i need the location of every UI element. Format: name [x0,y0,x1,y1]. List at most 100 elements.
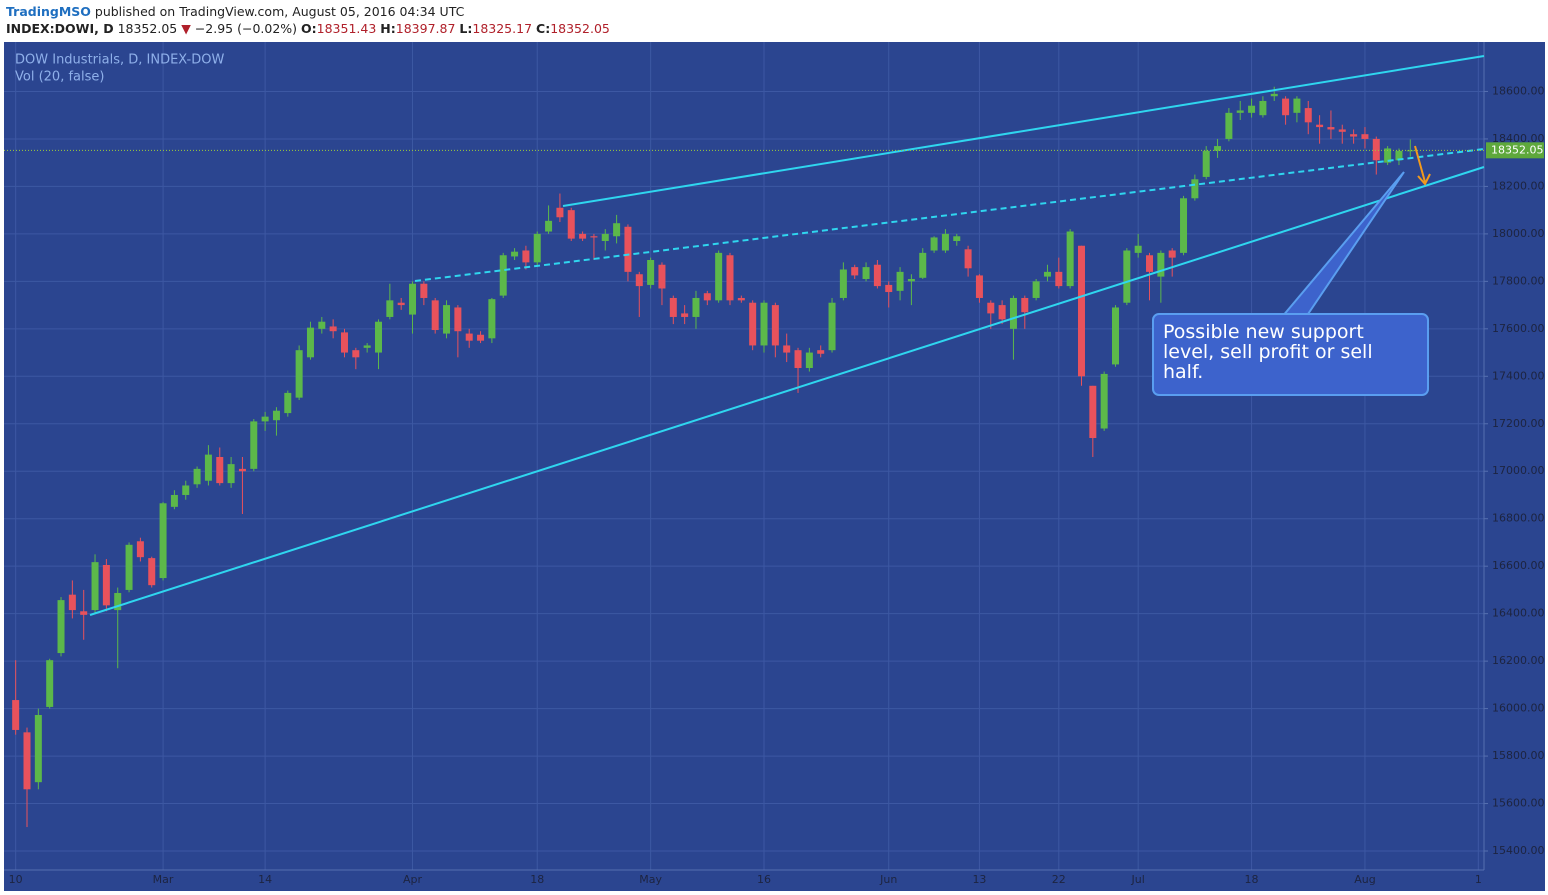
candle-body [261,416,269,422]
candle-body [57,600,65,654]
y-tick-label: 17200.00 [1492,417,1545,430]
candle-body [907,278,915,282]
candle-body [465,333,473,341]
header: TradingMSO published on TradingView.com,… [6,3,610,37]
symbol: INDEX:DOWI, D [6,21,114,36]
candle-body [227,464,235,484]
y-tick-label: 18000.00 [1492,227,1545,240]
y-tick-label: 17600.00 [1492,322,1545,335]
candle-body [12,700,20,730]
y-tick-label: 18400.00 [1492,132,1545,145]
arrow-head [1417,173,1431,186]
indicator-label: Vol (20, false) [15,70,104,85]
last-price-tag [1486,142,1544,159]
candle-body [1282,98,1290,116]
candle-body [737,297,745,301]
candle-body [930,237,938,251]
candle-body [1134,245,1142,253]
candle-body [1055,271,1063,287]
candle-body [1293,98,1301,113]
candle-body [477,334,485,341]
x-tick-label: 10 [9,873,23,886]
candle-body [46,660,54,707]
x-tick-label: 18 [1245,873,1259,886]
candle-body [1214,146,1222,151]
h-value: 18397.87 [395,21,456,36]
y-tick-label: 16000.00 [1492,702,1545,715]
x-tick-label: Apr [403,873,423,886]
candle-body [1248,105,1256,113]
y-tick-label: 18600.00 [1492,84,1545,97]
c-label: C: [536,21,551,36]
annotation: Possible new support level, sell profit … [1163,321,1373,383]
candle-body [329,326,337,332]
chart-frame [4,42,1545,891]
candle-body [1077,245,1085,377]
y-tick-label: 15600.00 [1492,797,1545,810]
candle-body [590,236,598,238]
c-value: 18352.05 [550,21,610,36]
candle-body [499,255,507,296]
l-value: 18325.17 [472,21,533,36]
candle-body [669,297,677,317]
candle-body [1316,124,1324,128]
h-label: H: [380,21,396,36]
candle-body [216,457,224,484]
candle-body [703,293,711,301]
candle-body [601,233,609,242]
candle-body [749,302,757,346]
candle-body [68,594,76,611]
candle-body [941,233,949,251]
candle-body [658,264,666,289]
y-tick-label: 15400.00 [1492,844,1545,857]
candle-body [545,220,553,232]
change: −2.95 (−0.02%) [194,21,298,36]
x-tick-label: Jun [879,873,897,886]
callout [1152,171,1429,396]
candle-body [1168,250,1176,258]
candle-body [125,544,133,590]
x-tick-label: 14 [258,873,272,886]
candle-body [375,321,382,353]
candle-body [114,593,122,611]
candle-body [1032,281,1040,298]
candle-body [851,267,859,276]
candle-body [556,207,564,218]
y-tick-label: 16400.00 [1492,607,1545,620]
last-price-label: 18352.05 [1491,143,1544,156]
axes: 15400.00 15600.00 15800.00 16000.00 16200.00… [4,84,1545,886]
candle-body [80,611,88,615]
candle-body [397,302,405,306]
candle-body [953,236,961,242]
candle-body [522,250,530,263]
candle-body [1384,148,1392,163]
candle-body [148,558,156,586]
candle-body [170,494,178,507]
candle-body [1350,134,1358,137]
x-tick-label: 18 [530,873,544,886]
candle-body [613,223,621,237]
arrow: ▼ [181,21,191,36]
candle-body [919,252,927,278]
chart-title: DOW Industrials, D, INDEX-DOW [15,53,224,68]
candle-body [352,350,360,358]
candle-body [306,327,314,358]
candle-body [1180,198,1188,253]
y-tick-label: 16800.00 [1492,512,1545,525]
candle-body [692,297,700,317]
candle-body [771,305,779,346]
candle-body [760,302,768,346]
candle-body [1146,255,1154,272]
candle-body [340,332,348,353]
candle-body [91,562,99,611]
candle-body [1123,250,1131,303]
y-tick-label: 15800.00 [1492,749,1545,762]
candle-body [284,392,292,414]
candle-body [873,264,881,287]
candle-body [1327,127,1335,130]
lower-trend-line [89,166,1485,616]
candle-body [998,305,1006,320]
candle-body [1304,108,1312,123]
candle-body [238,468,246,472]
